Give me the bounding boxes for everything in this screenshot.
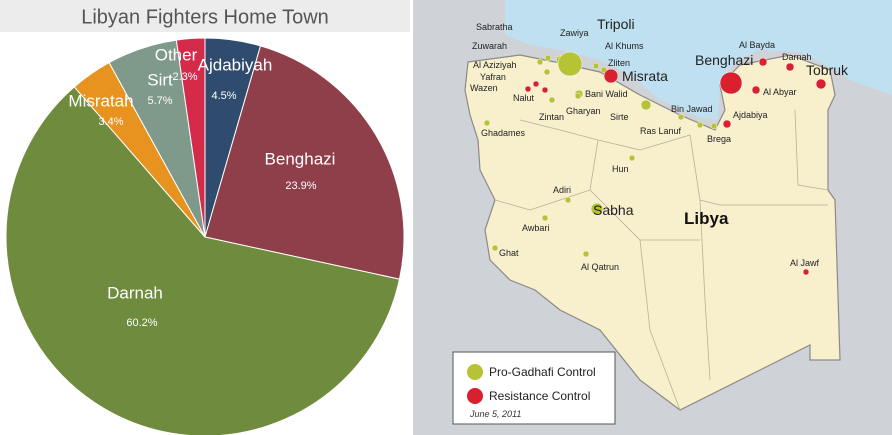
city-dot <box>758 57 768 67</box>
city-dot <box>815 78 827 90</box>
city-label: Al Qatrun <box>581 262 619 272</box>
city-label: Zawiya <box>560 28 589 38</box>
city-label: Ajdabiya <box>733 110 768 120</box>
city-label: Darnah <box>782 52 812 62</box>
city-dot <box>677 113 685 121</box>
slice-label: Sirt <box>147 70 173 89</box>
legend-label: Resistance Control <box>489 389 590 403</box>
city-label: Ras Lanuf <box>640 126 682 136</box>
city-dot <box>628 154 636 162</box>
chart-title: Libyan Fighters Home Town <box>81 6 329 28</box>
map: Pro-Gadhafi Control Resistance Control J… <box>413 0 892 435</box>
city-label: Zintan <box>539 112 564 122</box>
city-dot <box>785 62 795 72</box>
land <box>464 54 841 411</box>
city-dot <box>491 244 499 252</box>
legend-dot <box>467 364 483 380</box>
city-label: Zuwarah <box>472 41 507 51</box>
slice-value: 60.2% <box>126 317 157 329</box>
city-dot <box>710 122 718 130</box>
legend-dot <box>467 388 483 404</box>
legend-box <box>452 351 616 425</box>
city-label: Yafran <box>480 72 506 82</box>
title-bar <box>0 0 410 32</box>
slice-value: 3.4% <box>98 116 123 128</box>
slice-value: 4.5% <box>211 90 236 102</box>
city-dot <box>590 202 604 216</box>
slice-value: 2.3% <box>172 71 197 83</box>
city-label: Sabha <box>593 202 634 218</box>
slice-value: 23.9% <box>285 180 316 192</box>
city-dot <box>751 85 761 95</box>
city-label: Hun <box>612 164 629 174</box>
city-dot <box>564 196 572 204</box>
city-label: Gharyan <box>566 106 601 116</box>
city-dot <box>544 54 552 62</box>
city-label: Tripoli <box>597 16 635 32</box>
city-label: Bin Jawad <box>671 104 713 114</box>
city-dot <box>574 92 582 100</box>
city-dot <box>548 96 556 104</box>
pie-slice <box>5 86 401 435</box>
city-label: Sabratha <box>476 22 513 32</box>
city-label: Ghadames <box>481 128 526 138</box>
city-label: Adiri <box>553 185 571 195</box>
city-dot <box>592 62 600 70</box>
city-label: Benghazi <box>695 52 753 68</box>
slice-label: Misratah <box>68 91 133 110</box>
city-dot <box>719 71 743 95</box>
sea <box>505 0 892 120</box>
city-dot <box>541 214 549 222</box>
pie-slice <box>204 45 405 280</box>
city-label: Sirte <box>610 112 629 122</box>
city-label: Al Bayda <box>739 40 775 50</box>
city-dot <box>483 119 491 127</box>
city-dot <box>802 268 810 276</box>
city-label: Al Khums <box>605 41 644 51</box>
slice-label: Ajdabiyah <box>198 55 273 74</box>
city-label: Nalut <box>513 93 535 103</box>
slice-label: Darnah <box>107 283 163 302</box>
city-dot <box>582 250 590 258</box>
district-borders <box>494 109 829 411</box>
city-label: Brega <box>707 134 731 144</box>
city-dot <box>524 85 532 93</box>
city-label: Al Aziziyah <box>473 60 517 70</box>
city-dot <box>543 68 551 76</box>
city-label: Tobruk <box>806 62 849 78</box>
city-label: Al Abyar <box>763 87 797 97</box>
city-dot <box>536 58 544 66</box>
pie-slice <box>175 37 206 238</box>
city-label: Zliten <box>608 58 630 68</box>
slice-value: 5.7% <box>147 95 172 107</box>
country-label: Libya <box>684 209 729 228</box>
pie-chart: Libyan Fighters Home Town Ajdabiyah 4.5% B… <box>0 0 410 435</box>
city-label: Misrata <box>622 68 668 84</box>
city-dot <box>696 121 704 129</box>
city-dot <box>532 80 540 88</box>
city-dot <box>640 99 652 111</box>
legend-label: Pro-Gadhafi Control <box>489 365 596 379</box>
city-dot <box>603 68 619 84</box>
city-dot <box>557 51 583 77</box>
city-dot <box>541 86 549 94</box>
slice-label: Other <box>155 45 198 64</box>
city-dot <box>722 119 732 129</box>
city-label: Ghat <box>499 248 519 258</box>
city-label: Awbari <box>522 223 549 233</box>
slice-label: Benghazi <box>265 149 336 168</box>
city-label: Al Jawf <box>790 258 820 268</box>
city-label: Wazen <box>470 83 498 93</box>
map-date: June 5, 2011 <box>469 409 521 419</box>
city-label: Bani Walid <box>585 89 628 99</box>
